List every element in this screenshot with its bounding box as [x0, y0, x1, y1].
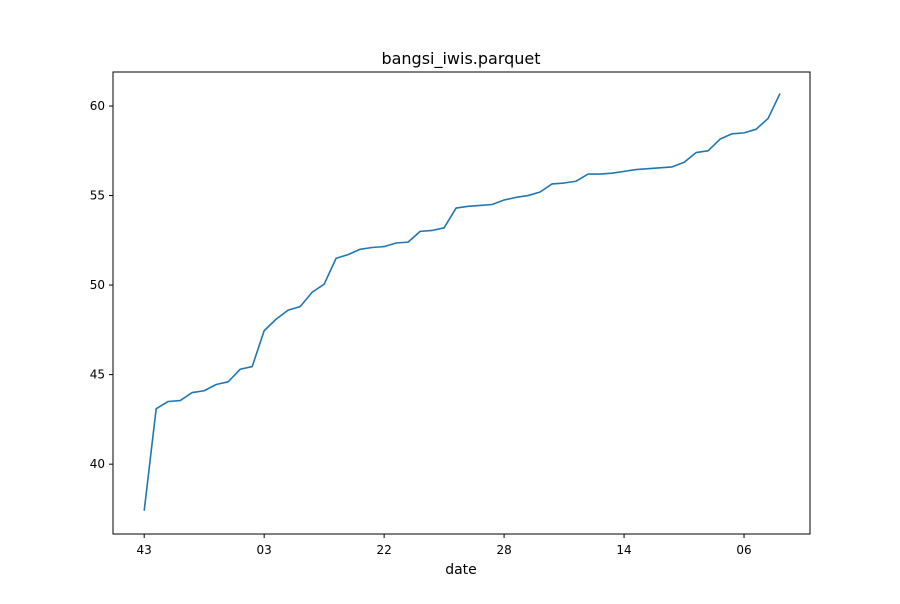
x-tick-label: 14	[616, 543, 631, 557]
y-tick-label: 55	[90, 189, 105, 203]
plot-area	[143, 93, 781, 511]
y-axis: 40 45 50 55 60	[90, 99, 113, 471]
chart-title: bangsi_iwis.parquet	[381, 49, 540, 69]
y-tick-label: 60	[90, 99, 105, 113]
x-axis-label: date	[445, 562, 477, 578]
x-axis: 43 03 22 28 14 06	[137, 534, 752, 557]
x-tick-label: 22	[376, 543, 391, 557]
y-tick-label: 50	[90, 278, 105, 292]
y-tick-label: 40	[90, 457, 105, 471]
x-tick-label: 03	[257, 543, 272, 557]
x-tick-label: 43	[137, 543, 152, 557]
x-tick-label: 06	[736, 543, 751, 557]
series-line	[143, 93, 781, 511]
axes-frame	[112, 71, 811, 535]
x-tick-label: 28	[496, 543, 511, 557]
y-tick-label: 45	[90, 368, 105, 382]
